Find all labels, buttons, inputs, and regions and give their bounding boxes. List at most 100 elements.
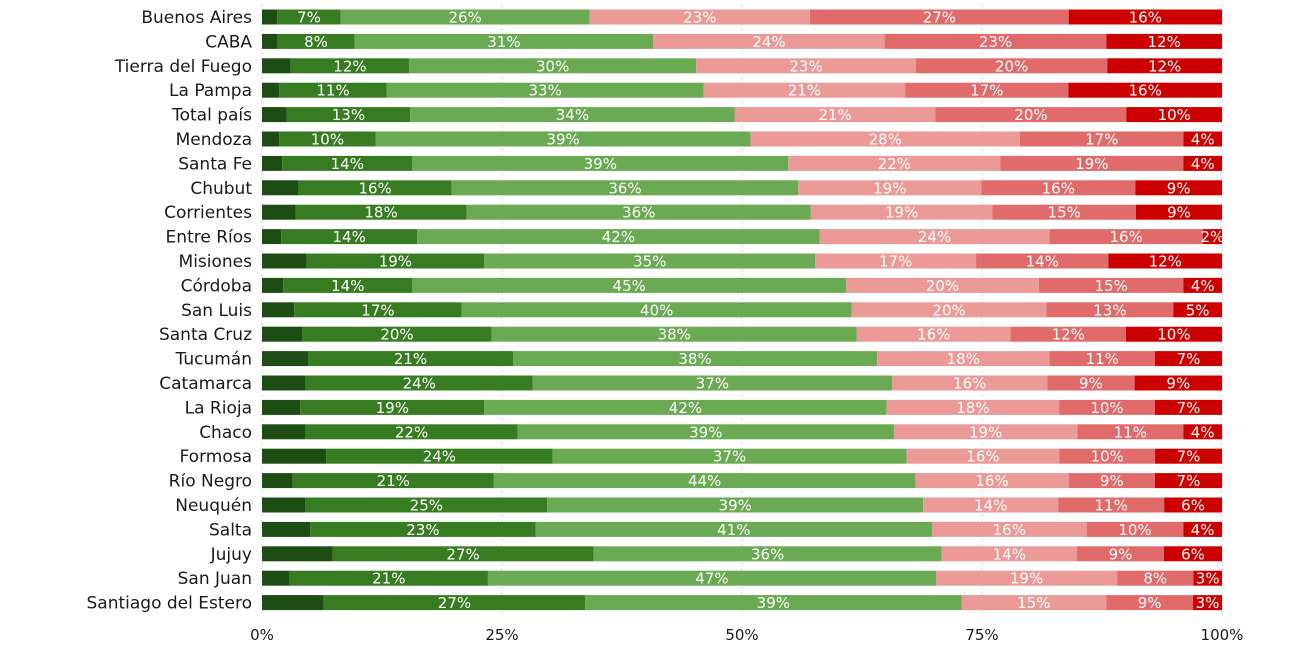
bar-segment [916,58,1108,74]
bar-segment [1076,546,1164,562]
bar-segment [1155,448,1222,464]
data-label: 11% [316,82,349,100]
category-label: Jujuy [210,545,252,565]
bar-segment [1047,375,1135,391]
bar-segment [279,82,387,98]
data-label: 24% [752,33,785,51]
data-label: 17% [970,82,1003,100]
bar-segment [846,277,1039,293]
data-labels-layer: 7% 26% 23% 27% 16%8% 31% 24% 23% 12%12% 30% 23% 20%… [297,9,1224,613]
data-label: 12% [1149,253,1182,271]
data-label: 19% [379,253,412,271]
bar-segment [1183,424,1222,440]
data-label: 4% [1191,131,1215,149]
bar-segment [300,399,485,415]
bar-segment [277,9,341,25]
data-label: 30% [536,57,569,75]
bar-segment [262,204,296,220]
bar-segment [1068,9,1222,25]
bar-segment [1058,497,1165,513]
data-label: 20% [380,326,413,344]
data-label: 6% [1181,545,1205,563]
bar-segment [1108,253,1222,269]
category-label: Corrientes [164,203,252,223]
category-label: Misiones [179,252,253,272]
bar-segment [307,351,514,367]
data-label: 4% [1191,423,1215,441]
category-label: Tierra del Fuego [114,57,252,77]
data-label: 6% [1181,497,1205,515]
data-label: 47% [695,570,728,588]
data-label: 17% [361,301,394,319]
bar-segment [262,277,284,293]
data-label: 38% [678,350,711,368]
data-label: 34% [556,106,589,124]
bar-segment [279,131,376,147]
bar-segment [262,448,327,464]
data-label: 14% [1026,253,1059,271]
data-label: 14% [974,497,1007,515]
data-label: 15% [1094,277,1127,295]
data-label: 35% [633,253,666,271]
bar-segment [1068,82,1222,98]
data-label: 4% [1191,521,1215,539]
bar-segment [1038,277,1184,293]
data-label: 23% [789,57,822,75]
category-label: Río Negro [169,472,252,492]
bar-segment [886,399,1060,415]
data-label: 3% [1196,570,1220,588]
data-label: 42% [669,399,702,417]
bar-segment [931,521,1087,537]
data-label: 7% [1177,472,1201,490]
data-label: 17% [879,253,912,271]
bar-segment [306,253,485,269]
data-label: 31% [487,33,520,51]
category-label: Entre Ríos [166,228,253,248]
data-label: 45% [613,277,646,295]
category-label: Buenos Aires [141,8,252,28]
bar-segment [1193,570,1222,586]
data-label: 9% [1109,545,1133,563]
data-label: 25% [410,497,443,515]
data-label: 8% [1143,570,1167,588]
bar-segment [941,546,1077,562]
bar-segment [487,570,937,586]
bar-segment [653,33,885,49]
bar-segment [298,180,452,196]
data-label: 15% [1048,204,1081,222]
bar-segment [412,155,789,171]
category-label: Mendoza [176,130,252,150]
data-label: 18% [956,399,989,417]
data-label: 13% [332,106,365,124]
bar-segment [1135,204,1222,220]
bar-segment [788,155,1001,171]
bar-segment [305,375,533,391]
x-tick-label: 50% [725,626,758,644]
data-label: 16% [917,326,950,344]
data-label: 19% [873,179,906,197]
bar-segment [535,521,932,537]
bar-segment [1193,595,1222,611]
bar-segment [286,107,411,123]
bar-segment [1086,521,1184,537]
bars-layer [262,9,1222,611]
x-tick-label: 75% [965,626,998,644]
category-label: Córdoba [181,276,252,296]
bar-segment [1106,33,1222,49]
bar-segment [262,375,306,391]
data-label: 23% [683,9,716,27]
bar-segment [262,58,291,74]
data-label: 18% [947,350,980,368]
x-tick-label: 25% [485,626,518,644]
category-label: La Rioja [185,398,252,418]
data-label: 14% [993,545,1026,563]
data-label: 12% [333,57,366,75]
bar-segment [282,155,413,171]
data-label: 21% [394,350,427,368]
bar-segment [262,131,280,147]
bar-segment [262,155,283,171]
bar-segment [893,424,1078,440]
bar-segment [386,82,704,98]
